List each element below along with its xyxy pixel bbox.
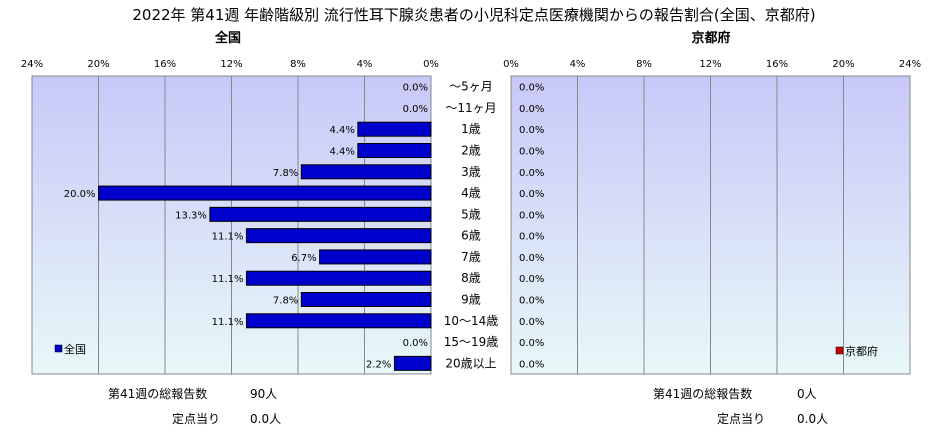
kyoto-tick-label: 8% xyxy=(636,59,652,70)
national-data-label: 0.0% xyxy=(403,83,428,94)
category-label: ～11ヶ月 xyxy=(445,101,496,115)
legend-kyoto: 京都府 xyxy=(835,344,878,358)
kyoto-data-label: 0.0% xyxy=(519,253,544,264)
kyoto-data-label: 0.0% xyxy=(519,83,544,94)
category-label: 20歳以上 xyxy=(445,356,496,370)
national-tick-label: 16% xyxy=(154,59,176,70)
data-labels: 0.0% 0.0% 4.4% 4.4% 7.8% 20.0% 13.3% 11.1% 6.7% 1… xyxy=(64,83,545,371)
national-bar xyxy=(245,270,432,286)
national-tick-label: 8% xyxy=(290,59,306,70)
category-label: 8歳 xyxy=(461,271,481,285)
chart-title: 2022年 第41週 年齢階級別 流行性耳下腺炎患者の小児科定点医療機関からの報… xyxy=(132,6,815,24)
national-tick-label: 4% xyxy=(357,59,373,70)
plot-areas xyxy=(31,75,911,375)
category-labels: ～5ヶ月 ～11ヶ月 1歳 2歳 3歳 4歳 5歳 6歳 7歳 8歳 9歳 10～14歳 15～19歳 2… xyxy=(444,80,499,371)
kyoto-subtitle: 京都府 xyxy=(691,30,730,46)
category-label: 15～19歳 xyxy=(444,335,499,349)
national-data-label: 6.7% xyxy=(291,253,316,264)
legend-national-label: 全国 xyxy=(64,342,86,356)
national-data-label: 7.8% xyxy=(273,296,298,307)
kyoto-data-label: 0.0% xyxy=(519,125,544,136)
category-label: 3歳 xyxy=(461,165,481,179)
national-data-label: 11.1% xyxy=(212,317,244,328)
kyoto-data-label: 0.0% xyxy=(519,232,544,243)
national-data-label: 2.2% xyxy=(366,359,391,370)
national-subtitle: 全国 xyxy=(214,30,241,46)
national-per-label: 定点当り xyxy=(172,411,220,426)
kyoto-data-label: 0.0% xyxy=(519,296,544,307)
national-bar xyxy=(245,228,432,244)
legend-kyoto-swatch xyxy=(835,346,844,355)
national-data-label: 13.3% xyxy=(175,210,207,221)
kyoto-tick-label: 12% xyxy=(699,59,721,70)
kyoto-tick-label: 0% xyxy=(503,59,519,70)
kyoto-per-label: 定点当り xyxy=(717,411,765,426)
kyoto-data-label: 0.0% xyxy=(519,210,544,221)
kyoto-total-value: 0人 xyxy=(797,387,817,401)
kyoto-summary: 第41週の総報告数 0人 定点当り 0.0人 xyxy=(653,386,828,426)
legend-kyoto-label: 京都府 xyxy=(845,344,878,358)
kyoto-data-label: 0.0% xyxy=(519,104,544,115)
national-tick-label: 20% xyxy=(87,59,109,70)
category-label: ～5ヶ月 xyxy=(449,80,493,94)
national-tick-label: 0% xyxy=(423,59,439,70)
national-bar xyxy=(300,164,432,180)
national-data-label: 11.1% xyxy=(212,274,244,285)
kyoto-per-value: 0.0人 xyxy=(797,412,828,426)
bars xyxy=(98,121,432,371)
national-data-label: 4.4% xyxy=(329,147,354,158)
kyoto-tick-label: 20% xyxy=(832,59,854,70)
category-label: 5歳 xyxy=(461,207,481,221)
national-total-label: 第41週の総報告数 xyxy=(108,386,207,401)
kyoto-data-label: 0.0% xyxy=(519,147,544,158)
national-bar xyxy=(393,355,432,371)
kyoto-data-label: 0.0% xyxy=(519,274,544,285)
national-bar xyxy=(209,206,432,222)
kyoto-tick-label: 4% xyxy=(570,59,586,70)
national-bar xyxy=(300,292,432,307)
legend-national: 全国 xyxy=(54,342,86,356)
national-data-label: 0.0% xyxy=(403,104,428,115)
national-data-label: 7.8% xyxy=(273,168,298,179)
kyoto-tick-label: 16% xyxy=(766,59,788,70)
category-label: 6歳 xyxy=(461,229,481,243)
kyoto-data-label: 0.0% xyxy=(519,189,544,200)
legend-national-swatch xyxy=(54,344,63,353)
national-tick-label: 12% xyxy=(220,59,242,70)
kyoto-data-label: 0.0% xyxy=(519,317,544,328)
kyoto-data-label: 0.0% xyxy=(519,359,544,370)
kyoto-data-label: 0.0% xyxy=(519,338,544,349)
national-bar xyxy=(357,121,432,137)
national-bar xyxy=(98,185,432,201)
national-data-label: 4.4% xyxy=(329,125,354,136)
category-label: 9歳 xyxy=(461,293,481,307)
national-data-label: 20.0% xyxy=(64,189,96,200)
category-label: 2歳 xyxy=(461,144,481,158)
national-bar xyxy=(319,249,432,265)
axis-ticks: 24% 20% 16% 12% 8% 4% 0% 0% 4% 8% 12% 16% 20% 24% xyxy=(21,59,921,70)
national-tick-label: 24% xyxy=(21,59,43,70)
category-label: 7歳 xyxy=(461,250,481,264)
national-summary: 第41週の総報告数 90人 定点当り 0.0人 xyxy=(108,386,281,426)
national-per-value: 0.0人 xyxy=(250,412,281,426)
category-label: 1歳 xyxy=(461,122,481,136)
kyoto-data-label: 0.0% xyxy=(519,168,544,179)
national-total-value: 90人 xyxy=(250,387,277,401)
category-label: 10～14歳 xyxy=(444,314,499,328)
kyoto-total-label: 第41週の総報告数 xyxy=(653,386,752,401)
national-data-label: 0.0% xyxy=(403,338,428,349)
national-bar xyxy=(357,143,432,158)
national-bar xyxy=(245,313,432,329)
category-label: 4歳 xyxy=(461,186,481,200)
national-data-label: 11.1% xyxy=(212,232,244,243)
kyoto-tick-label: 24% xyxy=(899,59,921,70)
